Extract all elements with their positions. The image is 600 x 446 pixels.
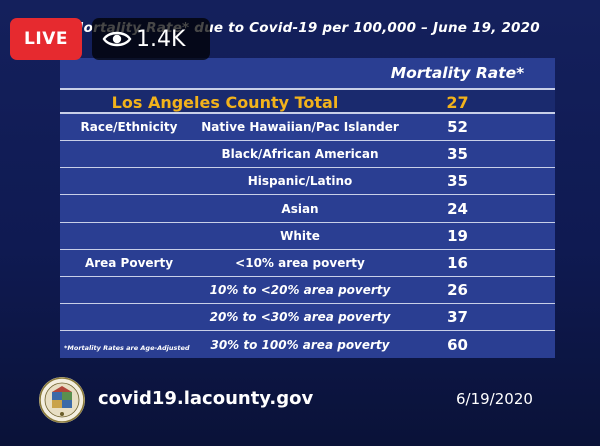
row-category-label: 20% to <30% area poverty (209, 310, 391, 325)
row-category-label: 10% to <20% area poverty (209, 283, 391, 298)
county-total-label: Los Angeles County Total (111, 93, 339, 112)
table-row: Area Poverty <10% area poverty 16 (60, 250, 555, 277)
la-county-seal-logo (39, 377, 85, 423)
live-badge: LIVE (10, 18, 82, 60)
viewer-count-badge: 1.4K (92, 18, 210, 60)
column-header-mortality-rate: Mortality Rate* (390, 64, 525, 82)
row-category-label: White (280, 228, 320, 243)
table-row: White 19 (60, 223, 555, 250)
county-total-row: Los Angeles County Total 27 (60, 88, 555, 114)
row-mortality-value: 16 (447, 254, 468, 272)
website-url: covid19.lacounty.gov (98, 388, 314, 409)
row-category-label: Black/African American (221, 147, 379, 162)
table-header: Mortality Rate* (60, 58, 555, 88)
row-mortality-value: 52 (447, 118, 468, 136)
row-category-label: Native Hawaiian/Pac Islander (201, 120, 399, 134)
row-category-label: 30% to 100% area poverty (210, 337, 390, 352)
row-mortality-value: 35 (447, 172, 468, 191)
row-category-label: <10% area poverty (235, 256, 365, 270)
table-row: Race/Ethnicity Native Hawaiian/Pac Island… (60, 114, 555, 141)
row-category-label: Asian (281, 201, 319, 216)
viewer-count: 1.4K (136, 26, 186, 52)
row-mortality-value: 24 (447, 199, 468, 218)
row-mortality-value: 26 (447, 281, 468, 300)
row-category-label: Hispanic/Latino (247, 174, 353, 189)
row-mortality-value: 35 (447, 145, 468, 164)
table-row: Asian 24 (60, 196, 555, 223)
county-total-value: 27 (446, 93, 469, 112)
footnote: *Mortality Rates are Age-Adjusted (64, 344, 190, 352)
row-mortality-value: 19 (447, 226, 468, 245)
table-row: 10% to <20% area poverty 26 (60, 277, 555, 305)
table-row: 20% to <30% area poverty 37 (60, 304, 555, 332)
mortality-table: Mortality Rate* Los Angeles County Total… (60, 58, 555, 358)
row-group-label: Area Poverty (84, 256, 174, 270)
eye-icon (102, 31, 132, 47)
row-mortality-value: 37 (447, 308, 468, 327)
slide-date: 6/19/2020 (456, 390, 533, 408)
table-row: Black/African American 35 (60, 141, 555, 169)
table-row: 30% to 100% area poverty 60 (60, 332, 555, 359)
row-group-label: Race/Ethnicity (80, 120, 178, 134)
table-row: Hispanic/Latino 35 (60, 168, 555, 196)
row-mortality-value: 60 (447, 335, 468, 354)
